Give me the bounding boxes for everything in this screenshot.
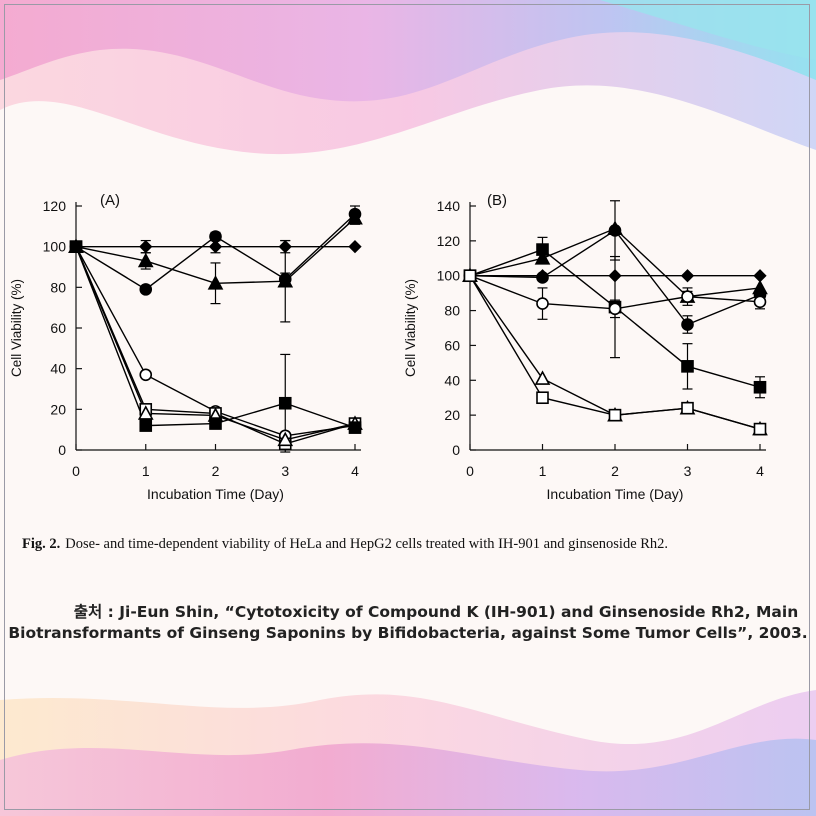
panel-b-y-tick-label: 80 (444, 303, 460, 319)
panel-a-y-axis-label: Cell Viability (%) (9, 279, 24, 377)
panel-b-data-point (607, 220, 623, 235)
panel-a-data-point (207, 275, 224, 290)
panel-b-data-point (753, 269, 767, 283)
panel-a-data-point (277, 273, 294, 288)
panel-a-data-point (277, 431, 294, 447)
panel-a-data-point (139, 368, 153, 382)
panel-a-data-point (348, 421, 362, 434)
panel-a-y-tick-label: 0 (58, 442, 66, 458)
panel-b-data-point (680, 269, 695, 283)
panel-a-x-tick-label: 3 (281, 463, 289, 479)
panel-a-x-axis-label: Incubation Time (Day) (147, 486, 284, 502)
panel-a-data-point (209, 417, 222, 430)
panel-b-y-tick-label: 40 (444, 372, 460, 388)
source-citation-line1: 출처 : Ji-Eun Shin, “Cytotoxicity of Compo… (73, 603, 799, 621)
panel-b-data-point (608, 269, 622, 283)
panel-b-data-point (608, 408, 622, 422)
panel-b-data-point (536, 243, 549, 256)
panel-a-data-point (347, 210, 363, 225)
panel-a-y-tick-label: 80 (50, 279, 66, 295)
panel-a-data-point (69, 240, 83, 253)
panel-a-x-tick-label: 0 (72, 463, 80, 479)
panel-b-y-tick-label: 140 (437, 198, 461, 214)
panel-b-data-point (752, 279, 768, 295)
panel-b-data-point (608, 302, 622, 316)
panel-b-x-tick-label: 3 (684, 463, 692, 479)
figure-caption-label: Fig. 2. (22, 536, 61, 552)
panel-b-y-tick-label: 120 (437, 233, 461, 249)
panel-a-data-point (139, 419, 153, 432)
panel-b-x-tick-label: 0 (466, 463, 474, 479)
panel-b-y-axis-label: Cell Viability (%) (403, 279, 418, 377)
panel-b-x-tick-label: 1 (539, 463, 547, 479)
panel-a-data-point (137, 405, 154, 420)
source-citation-line2: Biotransformants of Ginseng Saponins by … (8, 624, 808, 642)
panel-a-x-tick-label: 1 (142, 463, 150, 479)
panel-a-y-tick-label: 60 (50, 320, 66, 336)
panel-a-data-point (278, 240, 292, 254)
panel-a-data-point (278, 396, 292, 410)
panel-b-data-point (681, 290, 694, 303)
panel-a-data-point (209, 230, 222, 243)
panel-b-data-point (536, 297, 549, 310)
panel-a-panel-label: (A) (100, 192, 120, 209)
panel-b-data-point (536, 271, 549, 284)
panel-b-y-tick-label: 0 (452, 442, 460, 458)
panel-a-data-point (139, 240, 153, 254)
panel-b-data-point (753, 380, 767, 394)
panel-a-x-tick-label: 4 (351, 463, 359, 479)
figure-caption: Fig. 2. Dose- and time-dependent viabilit… (22, 536, 802, 553)
panel-b-x-tick-label: 2 (611, 463, 619, 479)
panel-a-y-tick-label: 40 (50, 361, 66, 377)
panel-b-data-point (463, 269, 477, 283)
panel-b-x-axis-label: Incubation Time (Day) (547, 486, 684, 502)
panel-b-data-point (753, 295, 767, 309)
panel-a-data-point (208, 240, 223, 254)
panel-b-data-point (753, 422, 767, 436)
panel-b-data-point (681, 360, 694, 373)
figure-caption-text: Dose- and time-dependent viability of He… (65, 536, 669, 552)
panel-b-y-tick-label: 100 (437, 268, 461, 284)
panel-b-panel-label: (B) (487, 192, 507, 209)
panel-b-data-point (681, 401, 694, 415)
panel-a-data-point (139, 283, 153, 296)
panel-b-y-tick-label: 20 (444, 407, 460, 423)
panel-a-data-point (348, 240, 362, 254)
panel-b-y-tick-label: 60 (444, 337, 460, 353)
panel-a-y-tick-label: 120 (43, 198, 67, 214)
panel-b-data-point (534, 250, 551, 265)
panel-a-y-tick-label: 20 (50, 401, 66, 417)
panel-a-data-point (137, 252, 154, 268)
panel-b-x-tick-label: 4 (756, 463, 764, 479)
panel-a-x-tick-label: 2 (212, 463, 220, 479)
panel-b-data-point (536, 391, 549, 405)
panel-b-data-point (534, 370, 551, 385)
panel-b-data-point (681, 318, 694, 331)
panel-a-y-tick-label: 100 (43, 239, 67, 255)
